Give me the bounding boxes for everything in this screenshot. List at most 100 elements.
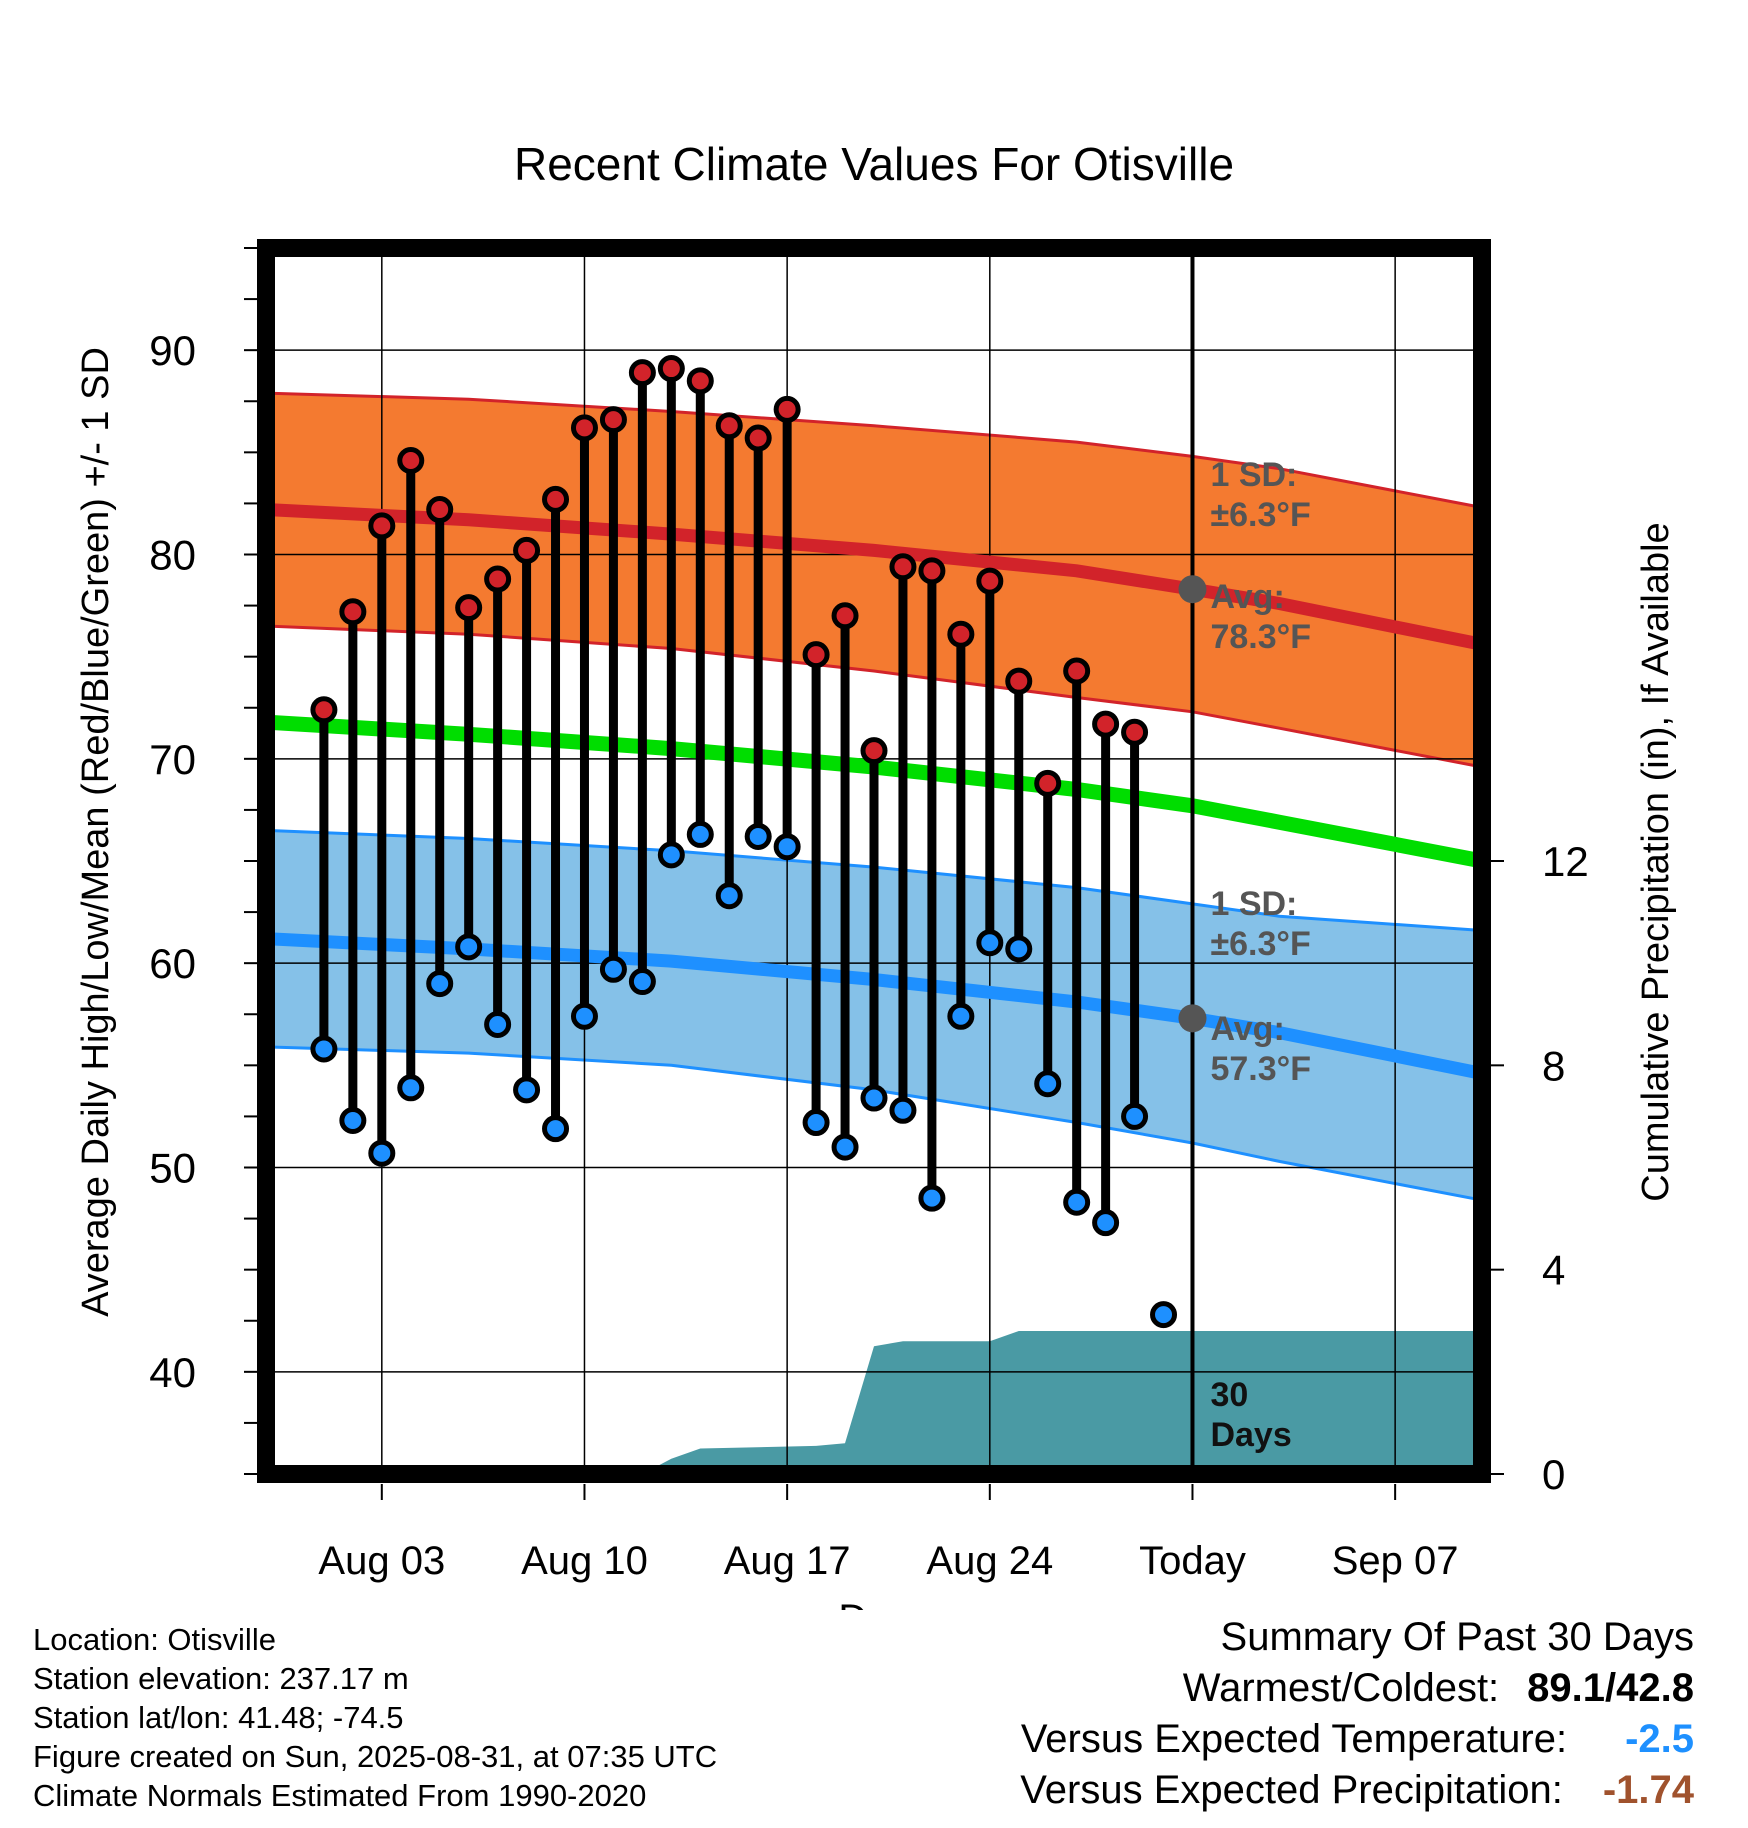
y2-tick-label: 12 xyxy=(1542,838,1589,885)
daily-high-point xyxy=(773,395,801,423)
daily-high-point xyxy=(686,367,714,395)
daily-low-point xyxy=(831,1133,859,1161)
y2-tick-label: 4 xyxy=(1542,1247,1565,1294)
y-tick-label: 90 xyxy=(149,327,196,374)
low-band-upper-edge xyxy=(265,828,1483,932)
daily-high-point xyxy=(889,553,917,581)
daily-low-point xyxy=(1063,1188,1091,1216)
daily-low-point xyxy=(889,1096,917,1124)
annotation-high_avg: 78.3°F xyxy=(1210,618,1311,656)
precipitation-area xyxy=(266,1331,1482,1474)
daily-high-point xyxy=(1063,657,1091,685)
today-high-avg-point xyxy=(1178,575,1207,604)
daily-high-point xyxy=(947,620,975,648)
climate-chart: Recent Climate Values For Otisville 1 SD… xyxy=(75,138,1677,1610)
daily-low-point xyxy=(1121,1102,1149,1130)
daily-low-point xyxy=(339,1107,367,1135)
annotation-high_sd: ±6.3°F xyxy=(1210,496,1310,534)
today-low-avg-point xyxy=(1178,1004,1207,1033)
warmest-value: 89.1/42.8 xyxy=(1527,1666,1694,1710)
daily-low-point xyxy=(426,970,454,998)
x-tick-label: Today xyxy=(1139,1539,1246,1583)
daily-high-point xyxy=(1092,710,1120,738)
daily-high-point xyxy=(628,359,656,387)
annotation-period: Days xyxy=(1210,1416,1291,1454)
high-band-lower-edge xyxy=(265,624,1483,769)
daily-high-point xyxy=(368,512,396,540)
daily-low-point xyxy=(657,841,685,869)
normal-low-line xyxy=(265,932,1484,1080)
annotation-high_sd: 1 SD: xyxy=(1210,456,1297,494)
summary-heading: Summary Of Past 30 Days xyxy=(1220,1615,1694,1659)
daily-high-point xyxy=(918,557,946,585)
summary-panel: Summary Of Past 30 Days Warmest/Coldest:… xyxy=(1020,1612,1694,1816)
y2-tick-label: 8 xyxy=(1542,1042,1565,1089)
daily-low-point xyxy=(976,929,1004,957)
x-tick-label: Aug 03 xyxy=(318,1539,445,1583)
daily-high-point xyxy=(802,641,830,669)
daily-high-point xyxy=(570,414,598,442)
daily-high-point xyxy=(513,536,541,564)
annotation-low_sd: 1 SD: xyxy=(1210,885,1297,923)
x-tick-label: Aug 10 xyxy=(521,1539,648,1583)
daily-high-point xyxy=(1034,769,1062,797)
high-band-upper-edge xyxy=(265,391,1483,509)
daily-low-point xyxy=(484,1010,512,1038)
daily-low-point xyxy=(397,1074,425,1102)
location-line: Location: Otisville xyxy=(33,1622,276,1657)
x-tick-label: Aug 24 xyxy=(926,1539,1053,1583)
x-tick-label: Sep 07 xyxy=(1332,1539,1459,1583)
daily-low-point xyxy=(310,1035,338,1063)
daily-low-point xyxy=(1092,1209,1120,1237)
y-tick-label: 70 xyxy=(149,736,196,783)
daily-low-point xyxy=(860,1084,888,1112)
annotation-high_avg: Avg: xyxy=(1210,578,1284,616)
annotation-period: 30 xyxy=(1210,1376,1248,1414)
daily-high-point xyxy=(860,737,888,765)
daily-low-point xyxy=(570,1002,598,1030)
high-sd-band xyxy=(266,393,1482,767)
summary-warmest-row: Warmest/Coldest: 89.1/42.8 xyxy=(1020,1663,1694,1714)
x-tick-label: Aug 17 xyxy=(724,1539,851,1583)
daily-high-point xyxy=(1121,718,1149,746)
daily-high-point xyxy=(455,594,483,622)
y2-axis-label: Cumulative Precipitation (in), If Availa… xyxy=(1635,522,1677,1201)
annotation-low_avg: 57.3°F xyxy=(1210,1050,1311,1088)
daily-low-point xyxy=(513,1076,541,1104)
daily-low-point xyxy=(368,1139,396,1167)
daily-low-point xyxy=(628,968,656,996)
station-info: Location: Otisville Station elevation: 2… xyxy=(33,1620,717,1815)
daily-low-point xyxy=(542,1115,570,1143)
daily-high-point xyxy=(744,424,772,452)
chart-title: Recent Climate Values For Otisville xyxy=(514,138,1234,190)
elevation-line: Station elevation: 237.17 m xyxy=(33,1661,409,1696)
daily-low-point xyxy=(918,1184,946,1212)
latlon-line: Station lat/lon: 41.48; -74.5 xyxy=(33,1700,404,1735)
daily-low-point xyxy=(947,1002,975,1030)
annotation-low_avg: Avg: xyxy=(1210,1010,1284,1048)
daily-low-point xyxy=(802,1109,830,1137)
daily-low-point xyxy=(686,820,714,848)
summary-precip-row: Versus Expected Precipitation: -1.74 xyxy=(1020,1765,1694,1816)
x-axis-label: Day xyxy=(838,1597,909,1610)
y-tick-label: 50 xyxy=(149,1145,196,1192)
daily-low-point xyxy=(1034,1070,1062,1098)
normal-mean-line xyxy=(265,714,1484,869)
temp-label: Versus Expected Temperature: xyxy=(1020,1717,1568,1761)
daily-high-point xyxy=(339,598,367,626)
y-tick-label: 40 xyxy=(149,1349,196,1396)
daily-high-point xyxy=(599,406,627,434)
y-tick-label: 60 xyxy=(149,940,196,987)
warmest-label: Warmest/Coldest: xyxy=(1182,1666,1500,1710)
daily-high-point xyxy=(310,696,338,724)
daily-high-point xyxy=(831,602,859,630)
plot-frame xyxy=(257,239,1491,1483)
normal-high-line xyxy=(265,503,1484,651)
daily-low-point xyxy=(773,833,801,861)
daily-low-point xyxy=(715,882,743,910)
daily-high-point xyxy=(976,567,1004,595)
daily-low-point xyxy=(599,955,627,983)
daily-high-point xyxy=(715,412,743,440)
precip-label: Versus Expected Precipitation: xyxy=(1020,1768,1563,1812)
daily-high-point xyxy=(426,496,454,524)
